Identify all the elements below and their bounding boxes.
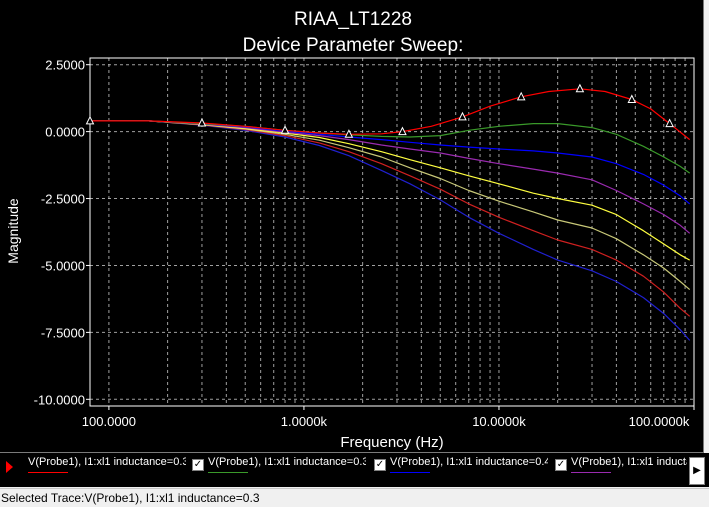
y-tick-label: -7.5000 (41, 325, 85, 340)
data-point-marker (344, 129, 354, 138)
series-line[interactable] (90, 120, 690, 261)
data-point-marker (575, 83, 585, 93)
series-line[interactable] (90, 88, 691, 141)
series-line[interactable] (90, 120, 691, 234)
y-tick-label: -10.0000 (34, 392, 85, 407)
data-point-marker (280, 125, 290, 134)
y-axis-ticks: 2.5000 0.0000 -2.5000 -5.0000 -7.5000 -10.000… (34, 58, 90, 407)
data-point-marker (458, 111, 467, 121)
legend-item[interactable]: ✓ V(Probe1), I1:xl1 inductance=0.45 (549, 453, 687, 483)
data-point-marker (516, 91, 526, 101)
legend-swatch (390, 472, 430, 473)
x-axis-label: Frequency (Hz) (340, 434, 443, 451)
legend-label: V(Probe1), I1:xl1 inductance=0.35 (208, 456, 366, 468)
checkbox-checked-icon[interactable]: ✓ (192, 459, 204, 471)
selected-trace-marker-icon (6, 461, 13, 473)
status-bar: Selected Trace:V(Probe1), I1:xl1 inducta… (0, 488, 709, 506)
y-tick-label: 2.5000 (45, 58, 85, 73)
marker-group (85, 83, 674, 138)
legend-label: V(Probe1), I1:xl1 inductance=0.4 (390, 456, 548, 468)
series-line[interactable] (90, 120, 691, 291)
series-line[interactable] (90, 120, 691, 341)
series-group[interactable] (90, 88, 691, 341)
y-axis-label: Magnitude (5, 198, 21, 264)
y-tick-label: -5.0000 (41, 258, 85, 273)
legend-item[interactable]: V(Probe1), I1:xl1 inductance=0.3 (6, 453, 186, 483)
chart-subtitle: Device Parameter Sweep: (243, 35, 464, 56)
series-line[interactable] (90, 120, 691, 317)
plot-frame (89, 57, 695, 407)
legend-item[interactable]: ✓ V(Probe1), I1:xl1 inductance=0.35 (186, 453, 366, 483)
chart-title: RIAA_LT1228 (294, 9, 412, 30)
x-axis-ticks: 100.0000 1.0000k 10.0000k 100.0000k (82, 406, 695, 429)
data-point-marker (398, 126, 407, 136)
legend-label: V(Probe1), I1:xl1 inductance=0.45 (571, 456, 687, 468)
legend-bar: V(Probe1), I1:xl1 inductance=0.3 ✓ V(Pro… (0, 453, 709, 487)
x-tick-label: 100.0000 (82, 414, 136, 429)
data-point-marker (85, 115, 95, 125)
data-point-marker (197, 117, 207, 127)
checkbox-checked-icon[interactable]: ✓ (555, 459, 567, 471)
x-tick-label: 100.0000k (629, 414, 690, 429)
x-tick-label: 10.0000k (472, 414, 526, 429)
legend-swatch (571, 472, 611, 473)
y-tick-label: -2.5000 (41, 192, 85, 207)
data-point-marker (627, 94, 637, 103)
series-line[interactable] (90, 120, 691, 174)
chart-plot[interactable]: RIAA_LT1228 Device Parameter Sweep: 2.50… (0, 0, 703, 452)
grid (90, 58, 694, 406)
right-arrow-icon[interactable]: ▶ (689, 457, 705, 485)
x-tick-label: 1.0000k (281, 414, 328, 429)
legend-item[interactable]: ✓ V(Probe1), I1:xl1 inductance=0.4 (368, 453, 548, 483)
checkbox-checked-icon[interactable]: ✓ (374, 459, 386, 471)
data-point-marker (665, 118, 674, 128)
selected-trace-status: Selected Trace:V(Probe1), I1:xl1 inducta… (1, 491, 260, 505)
legend-swatch (28, 472, 68, 473)
y-tick-label: 0.0000 (45, 125, 85, 140)
legend-label: V(Probe1), I1:xl1 inductance=0.3 (28, 456, 186, 468)
legend-swatch (208, 472, 248, 473)
chart-window[interactable]: RIAA_LT1228 Device Parameter Sweep: 2.50… (0, 0, 704, 453)
